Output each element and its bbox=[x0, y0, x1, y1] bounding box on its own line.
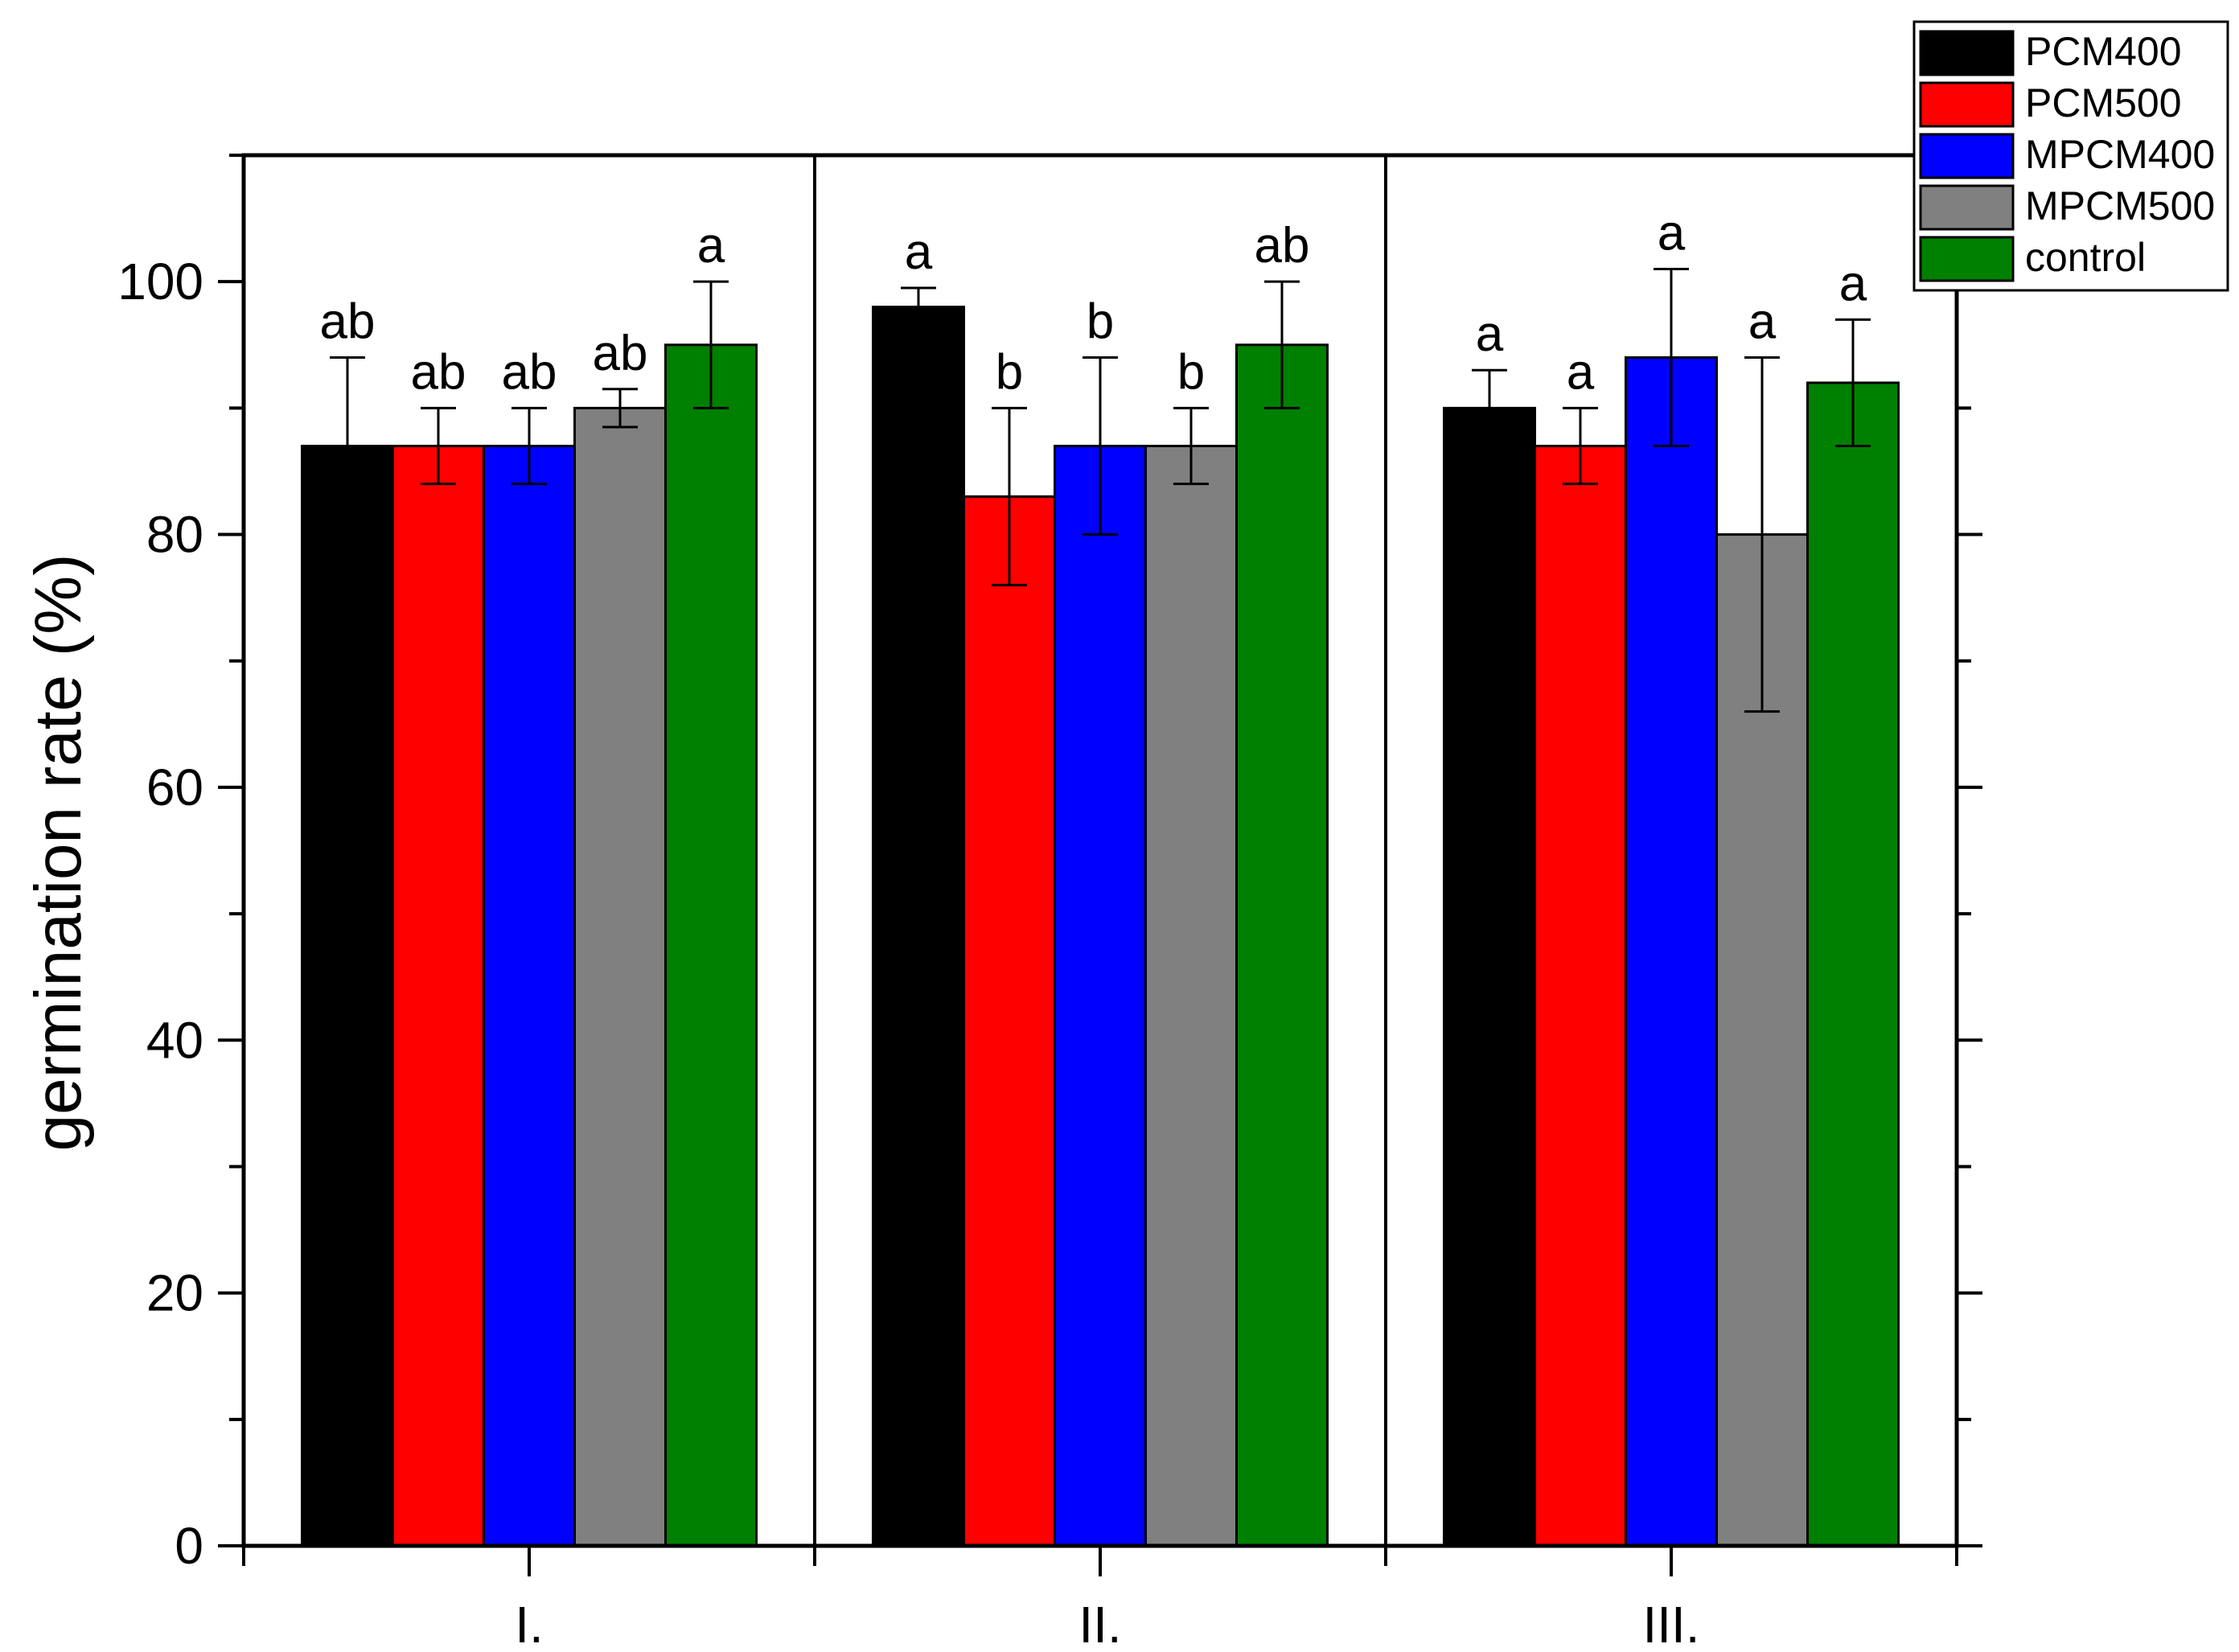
error-bar-PCM400-1 bbox=[901, 286, 936, 327]
y-tick-label: 0 bbox=[175, 1517, 203, 1575]
y-tick-label: 100 bbox=[117, 253, 203, 310]
error-bar-MPCM400-2 bbox=[1654, 267, 1689, 448]
significance-letter-MPCM500-0: ab bbox=[593, 326, 648, 381]
y-tick-label: 60 bbox=[146, 758, 203, 816]
legend-swatch bbox=[1919, 236, 2015, 282]
bars-layer bbox=[301, 267, 1900, 1547]
legend-label: PCM400 bbox=[2025, 29, 2182, 74]
y-tick-label: 20 bbox=[146, 1264, 203, 1322]
legend-label: control bbox=[2025, 235, 2146, 280]
significance-letter-MPCM500-1: b bbox=[1177, 344, 1205, 400]
legend-swatch bbox=[1919, 133, 2015, 179]
legend: PCM400 PCM500 MPCM400 MPCM500 control bbox=[1912, 20, 2229, 292]
x-tick-label: I. bbox=[515, 1596, 544, 1652]
error-bar-PCM500-2 bbox=[1563, 406, 1598, 486]
error-bar-PCM400-2 bbox=[1472, 368, 1507, 448]
significance-letter-PCM500-2: a bbox=[1567, 344, 1595, 400]
bar-MPCM400-0 bbox=[483, 445, 576, 1547]
error-bar-PCM500-1 bbox=[992, 406, 1027, 586]
legend-label: MPCM500 bbox=[2025, 183, 2215, 228]
legend-label: PCM500 bbox=[2025, 80, 2182, 125]
significance-letter-MPCM400-2: a bbox=[1658, 205, 1686, 261]
error-bar-PCM400-0 bbox=[330, 355, 365, 536]
bar-PCM500-2 bbox=[1534, 445, 1627, 1547]
bar-PCM400-0 bbox=[301, 445, 394, 1547]
x-tick-label: III. bbox=[1642, 1596, 1699, 1652]
error-bar-PCM500-0 bbox=[421, 406, 456, 486]
significance-letter-control-2: a bbox=[1839, 256, 1867, 311]
error-bar-control-0 bbox=[693, 280, 729, 409]
error-bar-MPCM500-2 bbox=[1744, 355, 1780, 713]
error-bar-MPCM500-1 bbox=[1173, 406, 1209, 486]
legend-swatch bbox=[1919, 30, 2015, 76]
bar-MPCM400-1 bbox=[1054, 445, 1147, 1547]
x-tick-label: II. bbox=[1078, 1596, 1121, 1652]
significance-letter-MPCM400-1: b bbox=[1087, 294, 1114, 349]
significance-letter-MPCM400-0: ab bbox=[502, 344, 557, 400]
bar-PCM400-1 bbox=[872, 306, 965, 1547]
legend-item-MPCM500: MPCM500 bbox=[1919, 183, 2215, 231]
legend-item-PCM500: PCM500 bbox=[1919, 80, 2182, 128]
bar-control-1 bbox=[1235, 343, 1329, 1547]
legend-swatch bbox=[1919, 81, 2015, 128]
legend-item-control: control bbox=[1919, 235, 2146, 282]
significance-letter-control-0: a bbox=[697, 218, 725, 273]
legend-swatch bbox=[1919, 184, 2015, 231]
bar-MPCM500-1 bbox=[1144, 445, 1238, 1547]
y-axis-label: germination rate (%) bbox=[22, 554, 95, 1152]
significance-letter-PCM500-1: b bbox=[996, 344, 1023, 400]
error-bar-control-2 bbox=[1835, 318, 1871, 448]
bar-control-0 bbox=[664, 343, 758, 1547]
bar-PCM500-1 bbox=[963, 495, 1056, 1547]
significance-letter-PCM400-0: ab bbox=[320, 294, 376, 349]
bar-MPCM500-0 bbox=[573, 406, 667, 1547]
bar-PCM400-2 bbox=[1443, 406, 1536, 1547]
legend-label: MPCM400 bbox=[2025, 132, 2215, 177]
significance-letter-control-1: ab bbox=[1255, 218, 1310, 273]
error-bar-control-1 bbox=[1264, 280, 1300, 409]
error-bar-MPCM500-0 bbox=[602, 388, 638, 429]
significance-letter-PCM400-2: a bbox=[1476, 306, 1504, 362]
error-bar-MPCM400-1 bbox=[1083, 355, 1118, 536]
bar-PCM500-0 bbox=[392, 445, 485, 1547]
y-tick-label: 80 bbox=[146, 506, 203, 564]
legend-item-MPCM400: MPCM400 bbox=[1919, 132, 2215, 179]
significance-letter-MPCM500-2: a bbox=[1748, 294, 1777, 349]
bar-MPCM400-2 bbox=[1625, 355, 1718, 1547]
error-bar-MPCM400-0 bbox=[511, 406, 547, 486]
bar-control-2 bbox=[1806, 381, 1900, 1547]
legend-item-PCM400: PCM400 bbox=[1919, 29, 2182, 76]
y-tick-label: 40 bbox=[146, 1011, 203, 1069]
significance-letter-PCM400-1: a bbox=[905, 224, 933, 280]
significance-letter-PCM500-0: ab bbox=[411, 344, 466, 400]
